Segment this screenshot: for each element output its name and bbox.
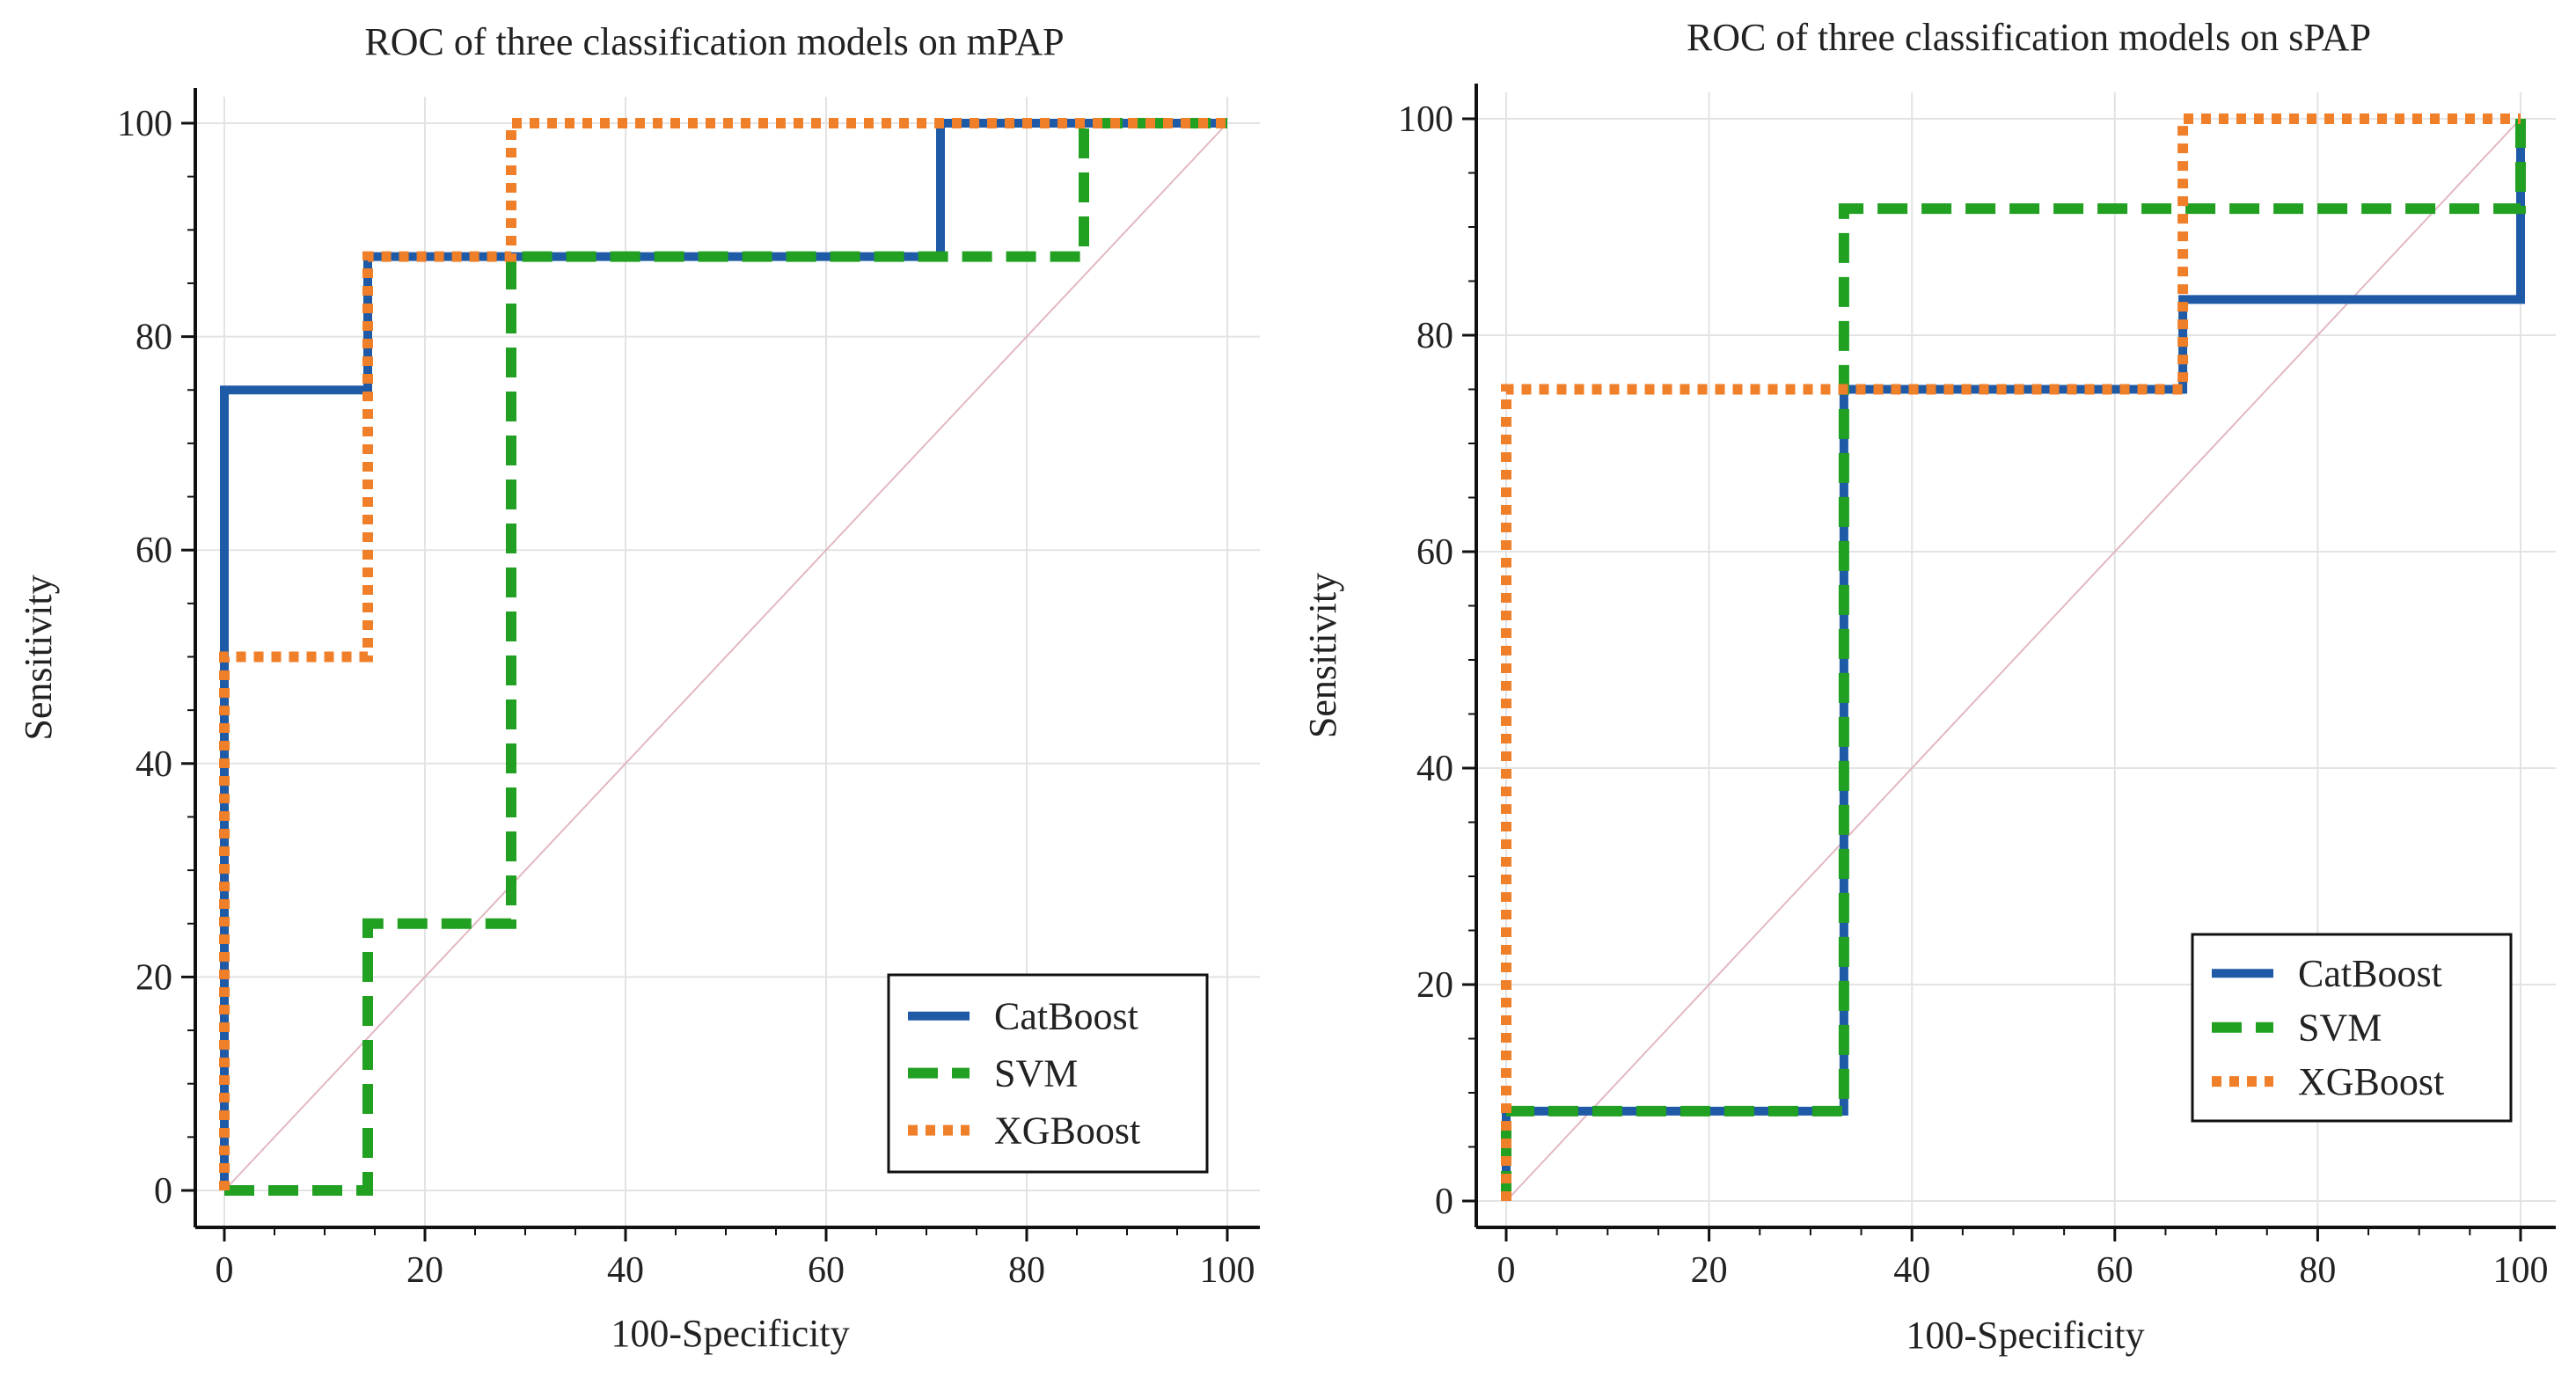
series-line-xgboost xyxy=(1501,114,2521,1201)
x-tick-label: 80 xyxy=(1008,1250,1045,1291)
y-axis-label: Sensitivity xyxy=(1301,573,1344,738)
legend-box xyxy=(887,973,1209,1174)
chart-spap: 0 20 40 60 80 100 0 20 40 60 80 100 ROC of three cla… xyxy=(1301,16,2556,1357)
x-tick-label: 100 xyxy=(2493,1250,2549,1291)
y-tick-label: 40 xyxy=(135,744,172,785)
x-tick-label: 60 xyxy=(808,1250,845,1291)
x-tick-label: 0 xyxy=(216,1250,234,1291)
x-tick-label: 100 xyxy=(1200,1250,1255,1291)
y-tick-label: 0 xyxy=(1435,1182,1453,1222)
y-tick-label: 20 xyxy=(1416,965,1453,1006)
legend-label-catboost: CatBoost xyxy=(994,995,1138,1038)
legend-label-svm: SVM xyxy=(2298,1007,2382,1050)
legend-label-catboost: CatBoost xyxy=(2298,952,2442,995)
legend: CatBoost SVM XGBoost xyxy=(887,973,1209,1174)
y-tick-label: 20 xyxy=(135,957,172,998)
x-axis-label: 100-Specificity xyxy=(611,1312,849,1355)
diagonal-reference-line xyxy=(223,122,1228,1191)
x-tick-label: 60 xyxy=(2097,1250,2133,1291)
chart-title: ROC of three classification models on mP… xyxy=(364,20,1064,63)
legend-label-xgboost: XGBoost xyxy=(994,1109,1140,1153)
y-tick-label: 60 xyxy=(1416,532,1453,573)
x-tick-label: 40 xyxy=(607,1250,644,1291)
y-axis-label: Sensitivity xyxy=(17,575,60,740)
x-axis-label: 100-Specificity xyxy=(1906,1314,2144,1357)
y-tick-label: 100 xyxy=(1398,99,1453,140)
legend-box xyxy=(2191,933,2513,1123)
legend-label-xgboost: XGBoost xyxy=(2298,1060,2444,1103)
y-tick-label: 0 xyxy=(154,1171,172,1212)
series-line-xgboost xyxy=(219,118,1227,1190)
legend-label-svm: SVM xyxy=(994,1052,1078,1095)
x-tick-label: 0 xyxy=(1497,1250,1516,1291)
chart-mpap: 0 20 40 60 80 100 0 20 40 60 80 100 ROC of three cla… xyxy=(17,20,1260,1355)
series-line-svm xyxy=(224,118,1227,1196)
chart-title: ROC of three classification models on sP… xyxy=(1687,16,2371,59)
x-tick-label: 20 xyxy=(1691,1250,1728,1291)
x-tick-label: 40 xyxy=(1893,1250,1930,1291)
x-tick-label: 80 xyxy=(2299,1250,2336,1291)
y-tick-label: 100 xyxy=(117,104,172,144)
y-tick-label: 60 xyxy=(135,531,172,571)
legend: CatBoost SVM XGBoost xyxy=(2191,933,2513,1123)
y-tick-label: 40 xyxy=(1416,749,1453,789)
x-tick-label: 20 xyxy=(406,1250,443,1291)
y-tick-label: 80 xyxy=(135,318,172,358)
y-tick-label: 80 xyxy=(1416,316,1453,356)
